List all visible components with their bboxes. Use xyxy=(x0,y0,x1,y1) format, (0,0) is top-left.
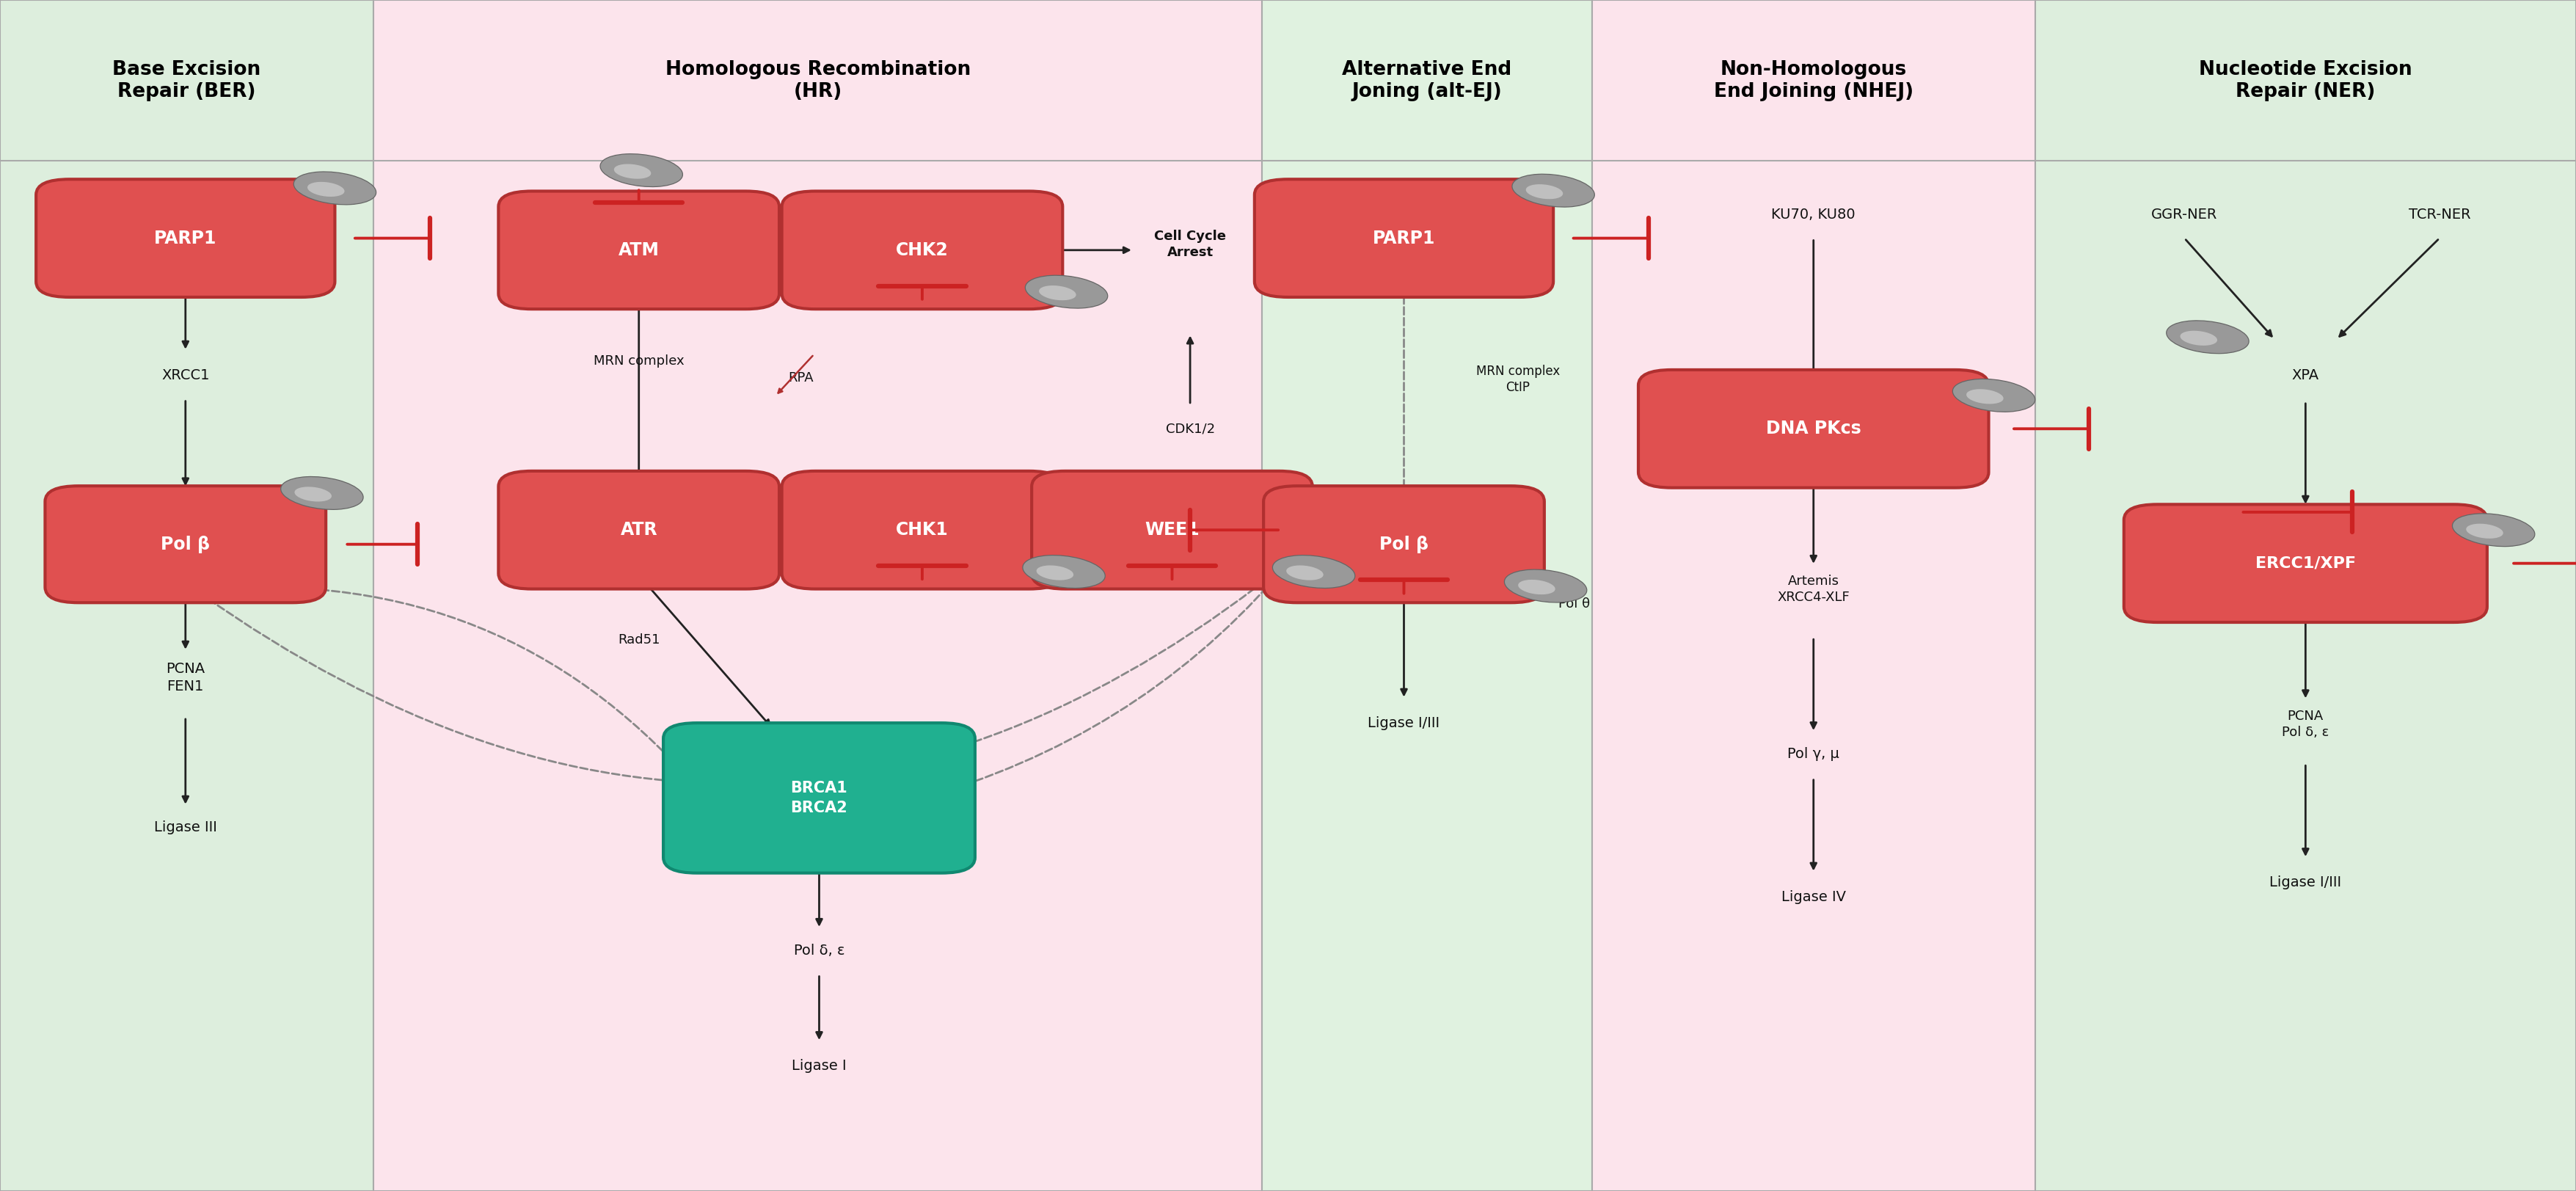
Text: ERCC1/XPF: ERCC1/XPF xyxy=(2254,556,2357,570)
Text: Non-Homologous
End Joining (NHEJ): Non-Homologous End Joining (NHEJ) xyxy=(1713,60,1914,101)
Ellipse shape xyxy=(1273,555,1355,588)
Text: PARP1: PARP1 xyxy=(1373,230,1435,247)
Text: Ligase III: Ligase III xyxy=(155,821,216,835)
Text: Pol β: Pol β xyxy=(1378,536,1430,553)
Text: Ligase IV: Ligase IV xyxy=(1780,890,1847,904)
FancyBboxPatch shape xyxy=(36,179,335,297)
FancyBboxPatch shape xyxy=(1030,470,1314,588)
Ellipse shape xyxy=(1512,174,1595,207)
Ellipse shape xyxy=(1504,569,1587,603)
Text: PCNA
FEN1: PCNA FEN1 xyxy=(165,662,206,693)
Ellipse shape xyxy=(281,476,363,510)
Ellipse shape xyxy=(1038,286,1077,300)
Text: Homologous Recombination
(HR): Homologous Recombination (HR) xyxy=(665,60,971,101)
Text: CHK1: CHK1 xyxy=(896,522,948,538)
Text: Cell Cycle
Arrest: Cell Cycle Arrest xyxy=(1154,230,1226,258)
Text: Pol γ, μ: Pol γ, μ xyxy=(1788,747,1839,761)
Text: Base Excision
Repair (BER): Base Excision Repair (BER) xyxy=(113,60,260,101)
Text: PCNA
Pol δ, ε: PCNA Pol δ, ε xyxy=(2282,710,2329,738)
Text: Rad51: Rad51 xyxy=(618,632,659,647)
FancyBboxPatch shape xyxy=(1638,369,1989,488)
Ellipse shape xyxy=(1525,185,1564,199)
Text: MRN complex
CtIP: MRN complex CtIP xyxy=(1476,364,1561,394)
Ellipse shape xyxy=(1036,566,1074,580)
FancyBboxPatch shape xyxy=(1265,486,1546,603)
FancyBboxPatch shape xyxy=(497,470,778,588)
Text: XRCC1: XRCC1 xyxy=(162,368,209,382)
Ellipse shape xyxy=(1965,389,2004,404)
Text: DNA PKcs: DNA PKcs xyxy=(1767,420,1860,437)
Text: WEE1: WEE1 xyxy=(1144,522,1200,538)
Text: ATR: ATR xyxy=(621,522,657,538)
FancyBboxPatch shape xyxy=(44,486,325,603)
Ellipse shape xyxy=(1285,566,1324,580)
FancyBboxPatch shape xyxy=(1592,0,2035,1191)
FancyBboxPatch shape xyxy=(665,723,976,873)
Text: TCR-NER: TCR-NER xyxy=(2409,207,2470,222)
Ellipse shape xyxy=(1025,275,1108,308)
Text: CHK2: CHK2 xyxy=(896,242,948,258)
Text: BRCA1
BRCA2: BRCA1 BRCA2 xyxy=(791,781,848,815)
Text: Artemis
XRCC4-XLF: Artemis XRCC4-XLF xyxy=(1777,575,1850,604)
Text: XPA: XPA xyxy=(2293,368,2318,382)
Text: Pol β: Pol β xyxy=(160,536,211,553)
Ellipse shape xyxy=(307,182,345,197)
Text: ATM: ATM xyxy=(618,242,659,258)
Text: Pol δ, ε: Pol δ, ε xyxy=(793,943,845,958)
Ellipse shape xyxy=(1023,555,1105,588)
FancyBboxPatch shape xyxy=(2123,505,2488,622)
FancyBboxPatch shape xyxy=(497,191,778,308)
FancyBboxPatch shape xyxy=(2035,0,2576,1191)
Text: RPA: RPA xyxy=(788,372,814,385)
FancyBboxPatch shape xyxy=(783,470,1061,588)
Text: GGR-NER: GGR-NER xyxy=(2151,207,2218,222)
Ellipse shape xyxy=(2166,320,2249,354)
Ellipse shape xyxy=(2179,331,2218,345)
FancyBboxPatch shape xyxy=(0,0,374,1191)
Text: Pol θ: Pol θ xyxy=(1558,597,1589,611)
Ellipse shape xyxy=(2452,513,2535,547)
Text: Ligase I/III: Ligase I/III xyxy=(1368,716,1440,730)
Text: MRN complex: MRN complex xyxy=(592,354,685,368)
Ellipse shape xyxy=(1953,379,2035,412)
Text: Ligase I: Ligase I xyxy=(791,1059,848,1073)
Text: Nucleotide Excision
Repair (NER): Nucleotide Excision Repair (NER) xyxy=(2200,60,2411,101)
FancyBboxPatch shape xyxy=(374,0,1262,1191)
Ellipse shape xyxy=(600,154,683,187)
FancyBboxPatch shape xyxy=(783,191,1061,308)
Text: Alternative End
Joning (alt-EJ): Alternative End Joning (alt-EJ) xyxy=(1342,60,1512,101)
FancyBboxPatch shape xyxy=(1262,0,1592,1191)
FancyBboxPatch shape xyxy=(1255,179,1553,297)
Ellipse shape xyxy=(613,164,652,179)
Text: KU70, KU80: KU70, KU80 xyxy=(1772,207,1855,222)
Ellipse shape xyxy=(294,172,376,205)
Text: CDK1/2: CDK1/2 xyxy=(1164,422,1216,436)
Ellipse shape xyxy=(2465,524,2504,538)
Text: PARP1: PARP1 xyxy=(155,230,216,247)
Ellipse shape xyxy=(1517,580,1556,594)
Ellipse shape xyxy=(294,487,332,501)
Text: Ligase I/III: Ligase I/III xyxy=(2269,875,2342,890)
